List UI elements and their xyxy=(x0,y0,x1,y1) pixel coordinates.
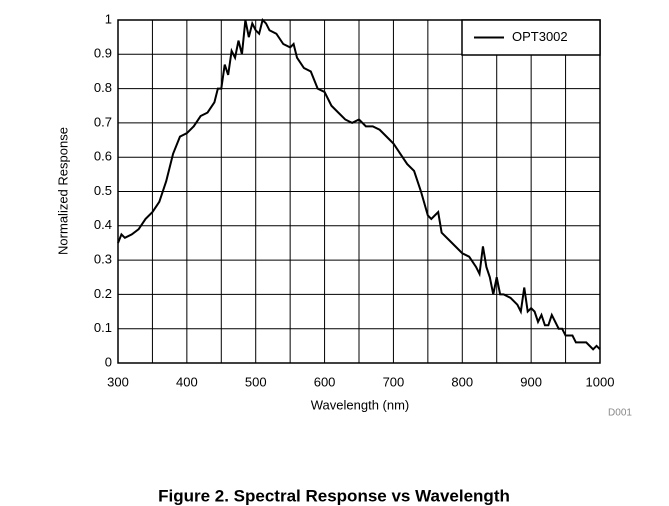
y-tick-label: 0.6 xyxy=(94,149,112,164)
y-tick-label: 0.5 xyxy=(94,183,112,198)
x-tick-label: 700 xyxy=(383,374,405,389)
legend-label: OPT3002 xyxy=(512,29,568,44)
y-tick-label: 0 xyxy=(105,354,112,369)
y-tick-label: 0.9 xyxy=(94,46,112,61)
x-tick-label: 500 xyxy=(245,374,267,389)
y-tick-label: 0.2 xyxy=(94,286,112,301)
figure-id: D001 xyxy=(608,408,632,419)
x-tick-label: 1000 xyxy=(586,374,615,389)
data-line xyxy=(117,18,601,351)
y-tick-label: 0.4 xyxy=(94,217,112,232)
y-tick-label: 0.8 xyxy=(94,80,112,95)
y-axis-label: Normalized Response xyxy=(55,127,70,255)
caption: Figure 2. Spectral Response vs Wavelengt… xyxy=(158,486,510,505)
x-tick-label: 600 xyxy=(314,374,336,389)
x-tick-label: 900 xyxy=(520,374,542,389)
y-tick-label: 1 xyxy=(105,11,112,26)
x-tick-label: 400 xyxy=(176,374,198,389)
plot-frame xyxy=(117,19,601,364)
x-axis-label: Wavelength (nm) xyxy=(311,397,410,412)
y-tick-label: 0.3 xyxy=(94,252,112,267)
x-tick-label: 800 xyxy=(451,374,473,389)
x-tick-label: 300 xyxy=(107,374,129,389)
y-tick-label: 0.7 xyxy=(94,114,112,129)
y-tick-label: 0.1 xyxy=(94,320,112,335)
